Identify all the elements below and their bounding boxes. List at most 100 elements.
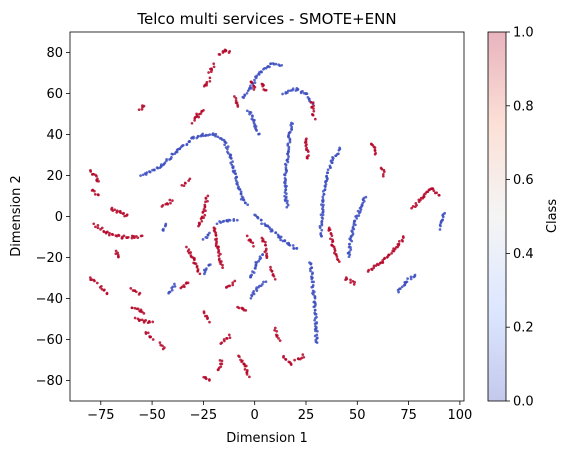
scatter-point <box>208 378 211 381</box>
scatter-point <box>229 157 233 160</box>
scatter-point <box>151 320 155 324</box>
scatter-point <box>392 247 395 250</box>
scatter-point <box>245 234 249 238</box>
scatter-point <box>93 279 96 283</box>
scatter-point <box>356 209 360 213</box>
scatter-point <box>310 280 314 284</box>
scatter-point <box>290 127 293 131</box>
scatter-point <box>312 107 315 110</box>
scatter-point <box>221 51 225 54</box>
scatter-point <box>225 286 228 289</box>
scatter-point <box>203 203 207 207</box>
scatter-point <box>268 65 271 69</box>
scatter-point <box>188 140 192 143</box>
scatter-point <box>287 147 291 151</box>
scatter-point <box>410 206 413 210</box>
scatter-point <box>100 287 104 291</box>
scatter-point <box>105 291 109 295</box>
scatter-point <box>228 284 232 288</box>
scatter-point <box>210 67 213 71</box>
scatter-point <box>130 236 134 240</box>
scatter-point <box>292 247 296 250</box>
scatter-point <box>252 289 256 293</box>
scatter-point <box>399 287 402 290</box>
scatter-point <box>287 155 290 158</box>
scatter-point <box>381 174 385 178</box>
scatter-point <box>231 166 234 169</box>
scatter-point <box>390 252 393 255</box>
scatter-point <box>382 257 386 261</box>
scatter-point <box>201 134 205 138</box>
scatter-point <box>234 172 237 176</box>
y-tick-label: 60 <box>46 87 63 102</box>
scatter-point <box>173 282 176 286</box>
scatter-point <box>100 226 104 230</box>
scatter-point <box>206 233 210 237</box>
scatter-point <box>349 281 352 284</box>
scatter-point <box>313 312 317 316</box>
x-axis-label: Dimension 1 <box>226 431 308 446</box>
scatter-point <box>261 84 265 88</box>
scatter-point <box>221 263 224 267</box>
scatter-point <box>411 205 415 208</box>
scatter-point <box>284 166 288 169</box>
scatter-point <box>89 170 93 173</box>
scatter-point <box>231 283 235 287</box>
scatter-point <box>274 231 277 235</box>
scatter-point <box>273 326 277 330</box>
scatter-point <box>159 163 163 166</box>
x-tick-label: −25 <box>190 408 217 423</box>
scatter-point <box>163 161 167 165</box>
scatter-point <box>208 79 212 83</box>
x-tick-label: 50 <box>349 408 366 423</box>
scatter-point <box>222 219 226 223</box>
scatter-point <box>215 222 219 226</box>
scatter-point <box>309 262 313 265</box>
scatter-point <box>216 135 220 139</box>
scatter-point <box>272 274 276 278</box>
scatter-point <box>284 358 288 361</box>
scatter-point <box>283 181 287 185</box>
scatter-point <box>170 156 173 159</box>
scatter-point <box>142 321 146 324</box>
scatter-point <box>286 89 290 93</box>
scatter-point <box>245 109 249 113</box>
chart-title: Telco multi services - SMOTE+ENN <box>136 10 396 28</box>
scatter-point <box>244 364 248 368</box>
scatter-point <box>200 219 204 223</box>
scatter-point <box>284 188 287 192</box>
y-tick-label: −40 <box>36 292 63 307</box>
scatter-point <box>95 174 98 178</box>
scatter-point <box>185 245 188 249</box>
scatter-point <box>320 203 323 206</box>
scatter-point <box>129 287 133 290</box>
scatter-point <box>234 176 237 180</box>
scatter-point <box>246 203 250 207</box>
scatter-point <box>113 208 117 212</box>
scatter-point <box>212 65 216 69</box>
scatter-point <box>181 143 185 147</box>
scatter-point <box>203 213 207 217</box>
scatter-point <box>250 81 254 85</box>
scatter-point <box>137 108 141 112</box>
scatter-point <box>100 284 103 288</box>
scatter-point <box>261 253 265 256</box>
scatter-point <box>205 267 208 270</box>
scatter-point <box>309 100 313 104</box>
scatter-point <box>231 160 234 163</box>
scatter-point <box>161 203 165 207</box>
colorbar-tick-label: 0.0 <box>513 395 534 410</box>
scatter-point <box>253 266 257 270</box>
scatter-point <box>230 163 234 167</box>
scatter-point <box>250 86 253 90</box>
scatter-point <box>153 168 156 172</box>
scatter-point <box>284 163 288 167</box>
scatter-point <box>234 99 238 103</box>
scatter-point <box>199 112 203 115</box>
scatter-point <box>199 134 203 138</box>
scatter-point <box>133 236 136 240</box>
y-tick-label: 40 <box>46 128 63 143</box>
scatter-point <box>280 63 284 67</box>
scatter-point <box>244 309 248 312</box>
scatter-point <box>92 222 96 226</box>
